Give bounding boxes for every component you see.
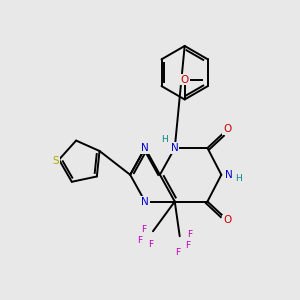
Text: F: F — [185, 241, 190, 250]
Text: N: N — [141, 196, 149, 206]
Text: O: O — [181, 75, 189, 85]
Text: S: S — [53, 156, 59, 166]
Text: H: H — [235, 174, 242, 183]
Text: H: H — [161, 135, 168, 144]
Text: F: F — [175, 248, 180, 256]
Text: F: F — [187, 230, 192, 239]
Text: N: N — [225, 170, 233, 180]
Text: F: F — [137, 236, 143, 245]
Text: N: N — [141, 143, 149, 153]
Text: O: O — [223, 124, 231, 134]
Text: O: O — [223, 215, 231, 225]
Text: F: F — [148, 240, 154, 249]
Text: F: F — [142, 225, 147, 234]
Text: N: N — [171, 143, 178, 153]
